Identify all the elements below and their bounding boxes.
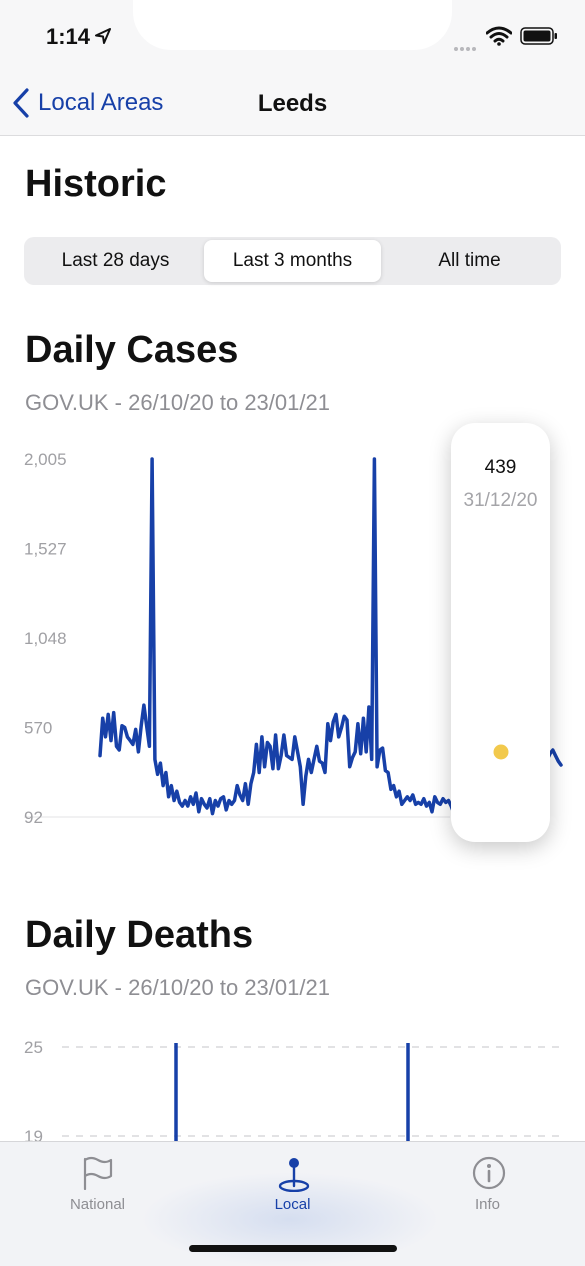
chart-tooltip: 439 31/12/20	[451, 423, 550, 842]
y-tick-label: 1,048	[24, 629, 67, 648]
tooltip-date: 31/12/20	[451, 490, 550, 512]
y-tick-label: 1,527	[24, 540, 67, 559]
flag-icon	[82, 1156, 114, 1190]
highlighted-data-point	[489, 740, 513, 764]
location-arrow-icon	[95, 28, 111, 44]
tab-local[interactable]: Local	[195, 1142, 390, 1222]
daily-deaths-heading: Daily Deaths	[25, 914, 253, 957]
daily-cases-heading: Daily Cases	[25, 329, 238, 372]
y-tick-label: 92	[24, 808, 43, 827]
tooltip-value: 439	[451, 457, 550, 479]
status-bar: 1:14	[0, 0, 585, 70]
page-title: Leeds	[0, 90, 585, 118]
daily-deaths-source: GOV.UK - 26/10/20 to 23/01/21	[25, 975, 330, 1001]
tab-local-label: Local	[195, 1196, 390, 1213]
y-tick-label: 570	[24, 719, 52, 738]
home-indicator	[189, 1245, 397, 1252]
range-last-28-days[interactable]: Last 28 days	[27, 240, 204, 282]
battery-icon	[520, 27, 558, 45]
navigation-bar: Local Areas Leeds	[0, 70, 585, 136]
range-all-time[interactable]: All time	[381, 240, 558, 282]
info-icon	[472, 1156, 506, 1190]
daily-deaths-chart[interactable]: 25 19	[0, 1027, 585, 1141]
historic-heading: Historic	[25, 163, 166, 206]
y-tick-label: 25	[24, 1038, 43, 1057]
tab-info[interactable]: Info	[390, 1142, 585, 1222]
tab-national-label: National	[0, 1196, 195, 1213]
historic-content[interactable]: Historic Last 28 days Last 3 months All …	[0, 137, 585, 1141]
location-pin-icon	[277, 1156, 311, 1192]
device-notch	[133, 0, 452, 50]
cellular-signal-icon	[454, 38, 478, 56]
daily-cases-source: GOV.UK - 26/10/20 to 23/01/21	[25, 390, 330, 416]
range-last-3-months[interactable]: Last 3 months	[204, 240, 381, 282]
tab-national[interactable]: National	[0, 1142, 195, 1222]
y-tick-label: 2,005	[24, 450, 67, 469]
tab-info-label: Info	[390, 1196, 585, 1213]
y-tick-label: 19	[24, 1127, 43, 1141]
status-time: 1:14	[46, 24, 90, 50]
wifi-icon	[486, 26, 512, 46]
time-range-selector: Last 28 days Last 3 months All time	[24, 237, 561, 285]
